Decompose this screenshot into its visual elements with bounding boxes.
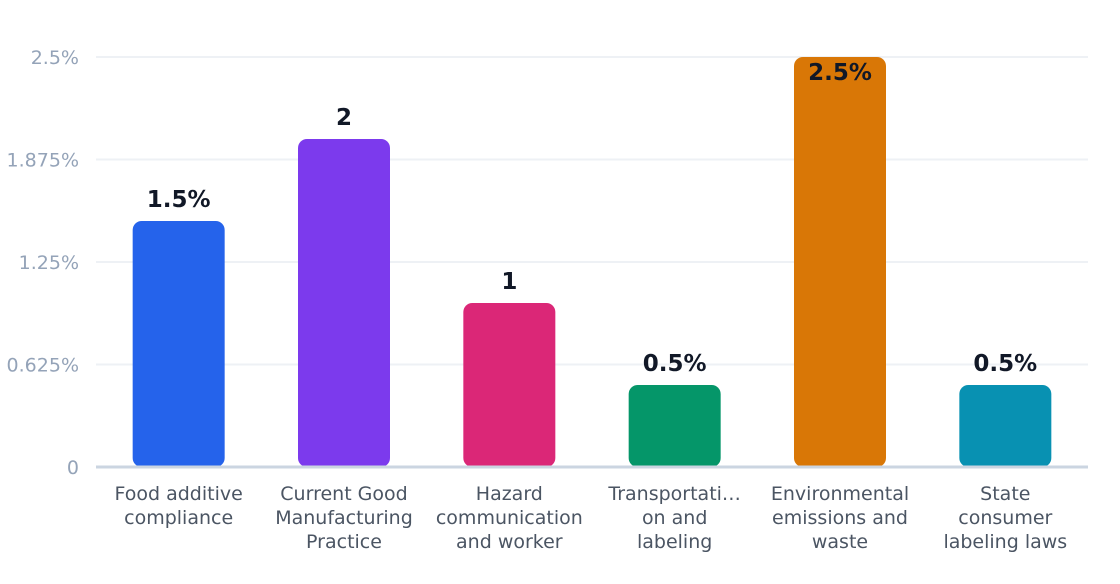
data-labels: 1.5% 2 1 0.5% 2.5% 0.5% — [147, 60, 1037, 377]
data-label: 2 — [336, 105, 352, 131]
x-tick-label-line: communication — [436, 507, 583, 529]
y-tick-label: 1.25% — [19, 252, 79, 274]
data-label: 0.5% — [643, 351, 707, 377]
data-label: 0.5% — [973, 351, 1037, 377]
grid-lines — [96, 56, 1088, 366]
x-tick-label-line: Current Good — [280, 483, 407, 505]
bar — [463, 303, 556, 467]
bar — [298, 139, 390, 467]
x-tick-label-line: Hazard — [476, 483, 543, 505]
x-tick-label-line: Transportati… — [607, 483, 741, 505]
x-tick-label-line: Practice — [306, 531, 382, 553]
x-tick-label-line: consumer — [958, 507, 1052, 529]
data-label: 1 — [501, 269, 517, 295]
data-label: 2.5% — [808, 60, 872, 86]
x-tick-label-line: State — [980, 483, 1030, 505]
y-tick-label: 2.5% — [31, 47, 79, 69]
data-label: 1.5% — [147, 187, 211, 213]
y-axis-ticks: 0 0.625% 1.25% 1.875% 2.5% — [7, 47, 79, 479]
x-tick-label-line: Manufacturing — [275, 507, 413, 529]
x-tick-label-line: labeling — [637, 531, 712, 553]
bar — [959, 385, 1052, 467]
bars — [132, 57, 1052, 467]
x-tick-label-line: and worker — [456, 531, 563, 553]
x-tick-label-line: waste — [812, 531, 868, 553]
bar — [132, 221, 225, 467]
y-tick-label: 1.875% — [7, 150, 79, 172]
x-tick-label-line: Environmental — [771, 483, 909, 505]
y-tick-label: 0 — [67, 457, 79, 479]
y-tick-label: 0.625% — [7, 355, 79, 377]
x-tick-label-line: compliance — [124, 507, 233, 529]
bar — [794, 57, 886, 467]
x-tick-label-line: labeling laws — [943, 531, 1067, 553]
bar — [628, 385, 721, 467]
x-tick-label-line: emissions and — [772, 507, 908, 529]
x-tick-label-line: Food additive — [115, 483, 243, 505]
x-tick-label-line: on and — [642, 507, 707, 529]
